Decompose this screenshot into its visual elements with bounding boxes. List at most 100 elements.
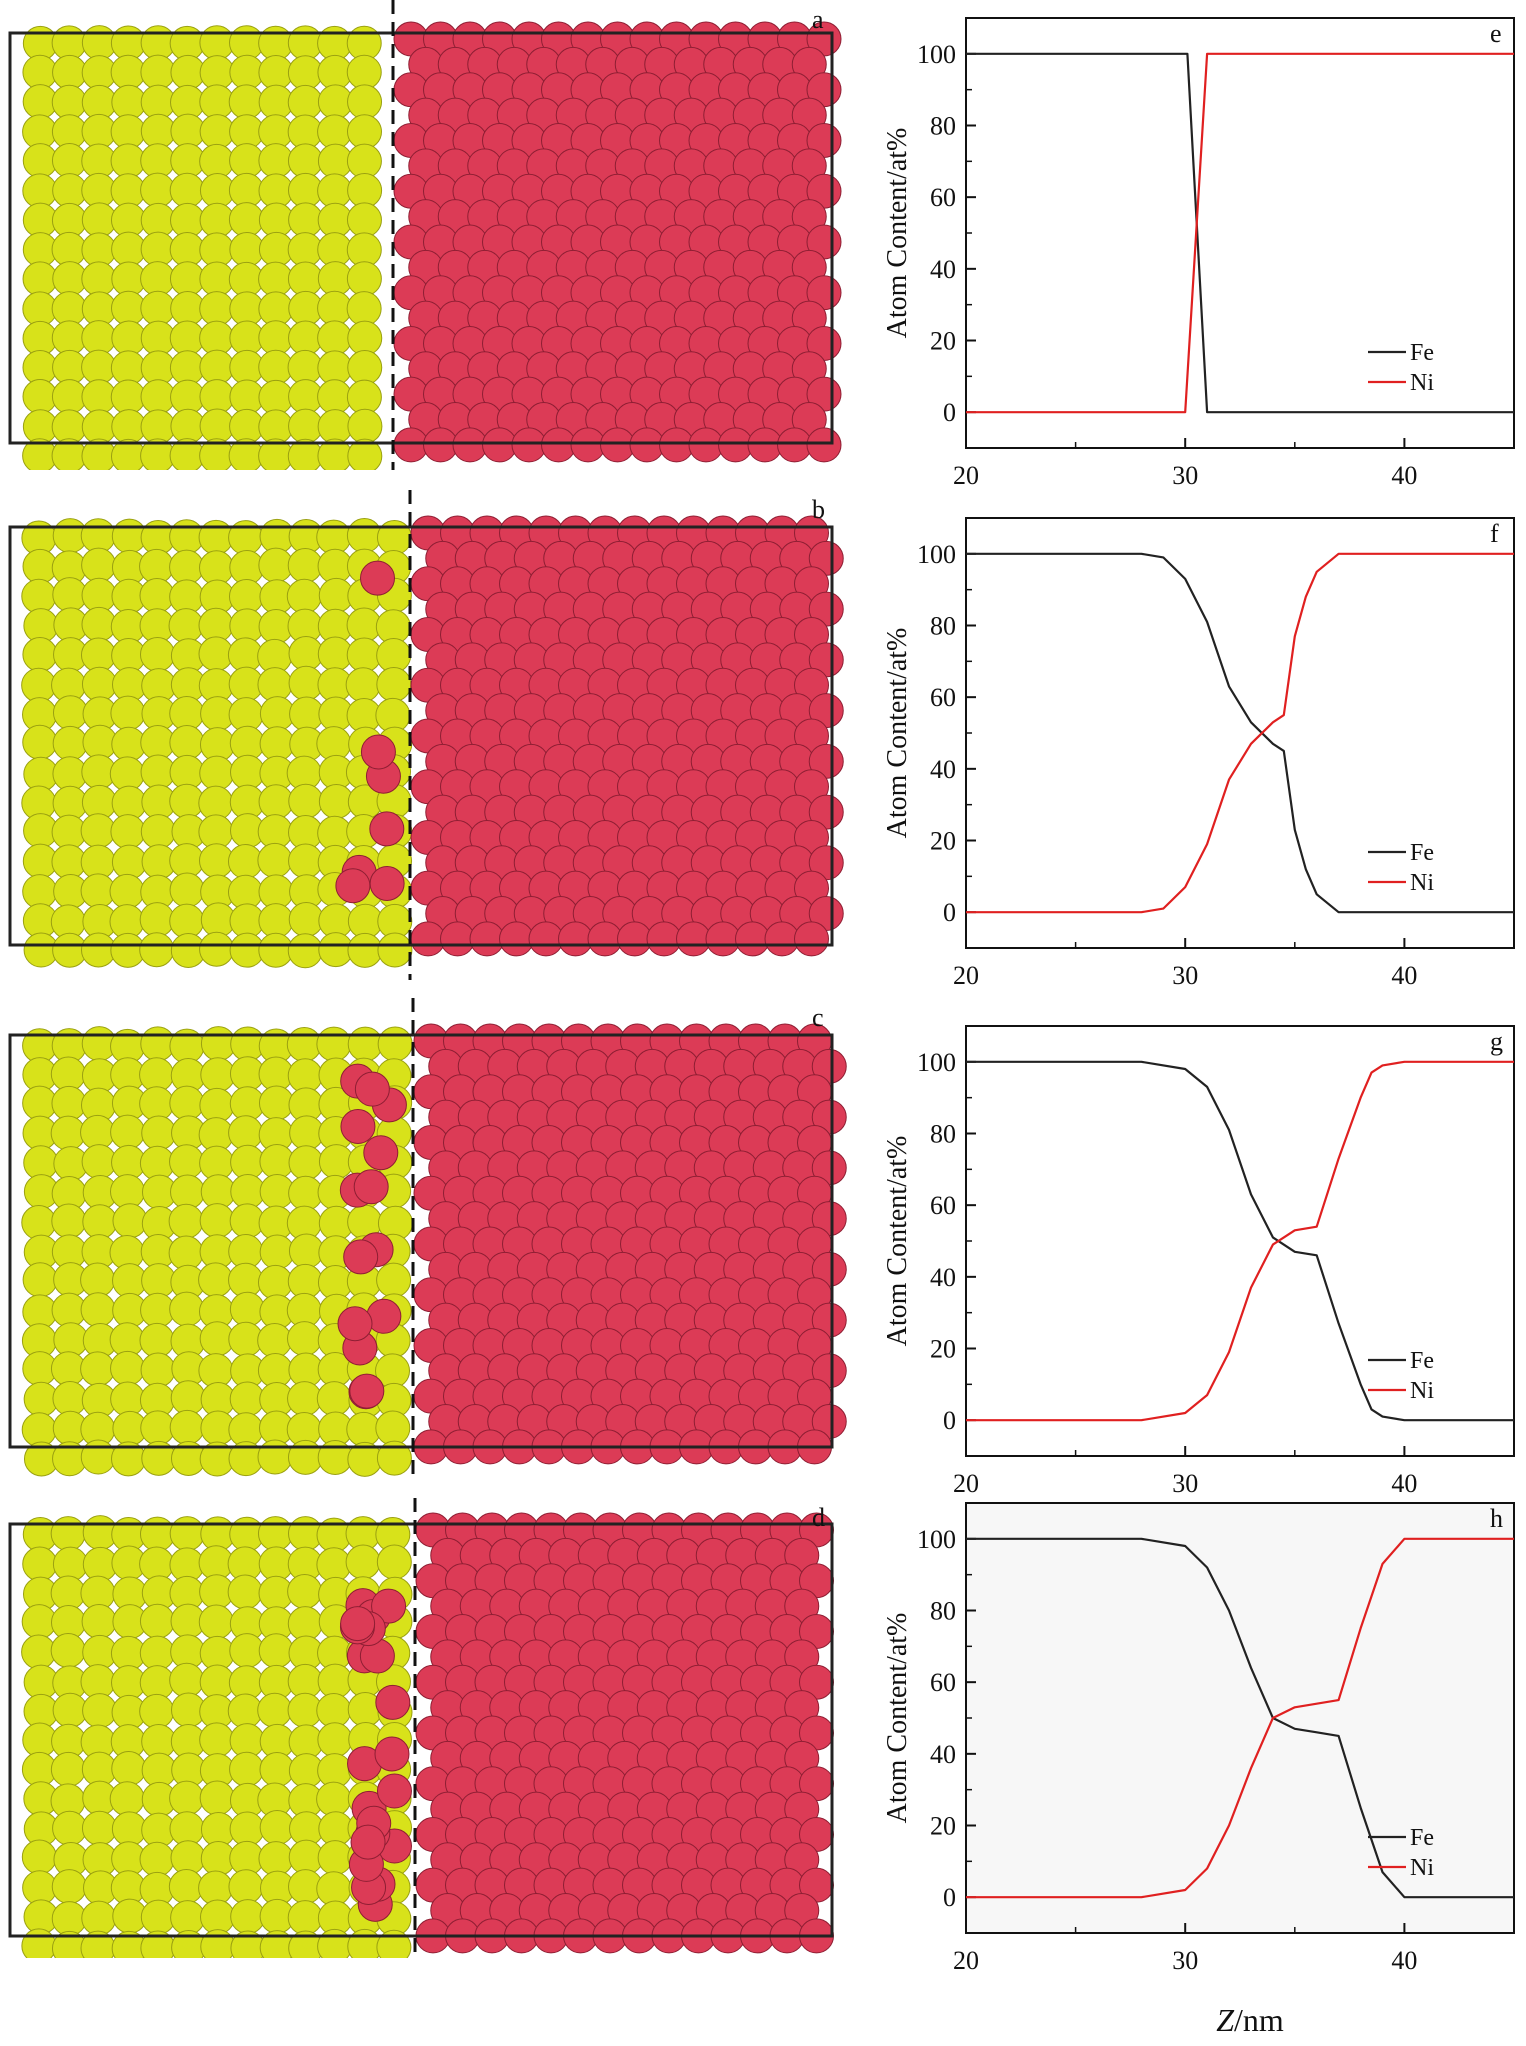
fe-atom [257,1692,293,1728]
fe-atom [287,933,323,969]
fe-atom [52,1810,88,1846]
y-tick-label: 40 [930,1263,956,1292]
y-tick-label: 20 [930,827,956,856]
x-tick-label: 20 [953,461,979,490]
panel-letter: d [812,1503,825,1532]
fe-atom [50,1633,86,1669]
ni-atom [735,921,770,957]
fe-atom [258,143,294,179]
fe-atom [140,1352,176,1388]
plot-area [965,517,1515,949]
fe-atom [346,637,382,673]
fe-atom [52,695,88,731]
fe-atom [287,55,323,91]
fe-atom [375,1410,411,1446]
fe-atom [139,1603,175,1639]
fe-atom [169,549,205,585]
fe-atom [51,84,87,120]
fe-atom [80,1439,116,1475]
legend-label: Ni [1410,1855,1434,1881]
y-tick-label: 20 [930,1812,956,1841]
ni-atom [747,427,783,463]
fe-atom [170,1380,206,1416]
fe-atom [257,842,293,878]
x-tick-label: 40 [1391,1469,1417,1498]
fe-atom [139,1516,175,1552]
y-tick-label: 40 [930,755,956,784]
fe-atom [140,1410,176,1446]
fe-atom [110,695,146,731]
fe-atom [139,636,175,672]
x-tick-label: 30 [1172,961,1198,990]
y-tick-label: 100 [917,1048,956,1077]
y-tick-label: 40 [930,255,956,284]
ni-atom [452,427,488,463]
fe-atom [139,578,175,614]
fe-atom [139,1841,175,1877]
fe-atom [199,25,235,61]
fe-atom [81,1900,117,1936]
fe-atom [169,1144,205,1180]
simulation-box [8,1522,834,1938]
panel-letter: e [1490,19,1502,48]
fe-atom [287,1900,323,1936]
fe-atom [258,261,294,297]
fe-atom [169,261,205,297]
fe-atom [199,114,235,150]
fe-atom [169,1409,205,1445]
fe-atom [316,1381,352,1417]
structure-panel-b: b [8,490,844,980]
fe-atom [198,1604,234,1640]
fe-atom [109,1781,145,1817]
fe-atom [287,143,323,179]
fe-atom [81,320,117,356]
fe-atom [22,261,58,297]
fe-atom [50,1516,86,1552]
fe-atom [51,1085,87,1121]
chart-panel-f: 0 20 40 60 80 100 20 30 40 Atom Content/at% Fe Ni f [882,517,1515,990]
fe-atom [168,608,204,644]
fe-atom [258,903,294,939]
fe-atom [227,1693,263,1729]
y-tick-label: 20 [930,327,956,356]
fe-atom [346,261,382,297]
fe-atom [229,754,265,790]
x-axis-unit: /nm [1234,2002,1284,2038]
simulation-box [8,1033,834,1449]
fe-atom [169,1085,205,1121]
y-tick-label: 0 [943,398,956,427]
ni-atom [376,1773,412,1809]
x-tick-label: 30 [1172,461,1198,490]
fe-atom [110,54,146,90]
fe-atom [22,54,58,90]
y-tick-label: 40 [930,1740,956,1769]
legend-label: Ni [1410,870,1434,896]
fe-atom [112,1203,148,1239]
fe-atom [199,291,235,327]
fe-atom [169,903,205,939]
ni-atom [511,427,547,463]
y-tick-label: 60 [930,1191,956,1220]
fe-atom [258,379,294,415]
fe-atom [345,667,381,703]
series-line-ni [966,552,1514,914]
fe-atom [110,814,146,850]
fe-atom [287,1381,323,1417]
y-tick-label: 100 [917,540,956,569]
fe-atom [51,1869,87,1905]
fe-atom [22,1262,58,1298]
fe-atom [109,873,145,909]
fe-atom [287,547,323,583]
legend-label: Fe [1410,340,1434,366]
fe-atom [347,408,383,444]
ni-atom [587,921,623,957]
ni-atom [423,427,458,463]
fe-atom [52,1381,88,1417]
fe-atom [257,1439,293,1475]
fe-atom [21,667,57,703]
fe-atom [21,578,57,614]
x-axis-variable: Z [1216,2002,1234,2038]
fe-atom [139,902,175,938]
fe-atom [50,1751,86,1787]
legend-label: Fe [1410,1825,1434,1851]
